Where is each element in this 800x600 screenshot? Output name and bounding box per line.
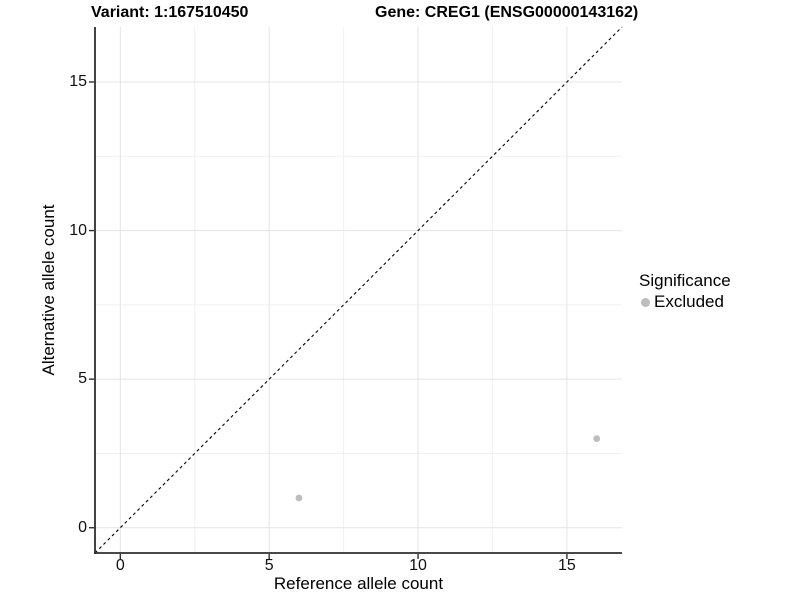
- plot-title-variant: Variant: 1:167510450: [91, 4, 249, 21]
- data-point: [593, 435, 601, 442]
- x-tick-label: 5: [264, 557, 274, 574]
- excluded-point-icon: [641, 297, 650, 307]
- identity-line: [94, 26, 623, 554]
- y-tick-label: 5: [78, 370, 87, 388]
- legend-title: Significance: [639, 271, 731, 290]
- y-tick-label: 0: [78, 518, 87, 536]
- legend-item-label: Excluded: [654, 292, 724, 311]
- legend: Significance Excluded: [639, 270, 731, 312]
- data-point: [295, 494, 303, 502]
- x-tick-label: 15: [558, 557, 576, 574]
- plot-title-gene: Gene: CREG1 (ENSG00000143162): [375, 4, 639, 21]
- y-tick-label: 15: [69, 72, 87, 90]
- legend-item-excluded: Excluded: [639, 292, 731, 312]
- x-tick-label: 10: [409, 557, 427, 574]
- x-tick-label: 0: [115, 557, 125, 574]
- y-tick-label: 10: [69, 221, 87, 239]
- x-axis-title: Reference allele count: [273, 574, 444, 593]
